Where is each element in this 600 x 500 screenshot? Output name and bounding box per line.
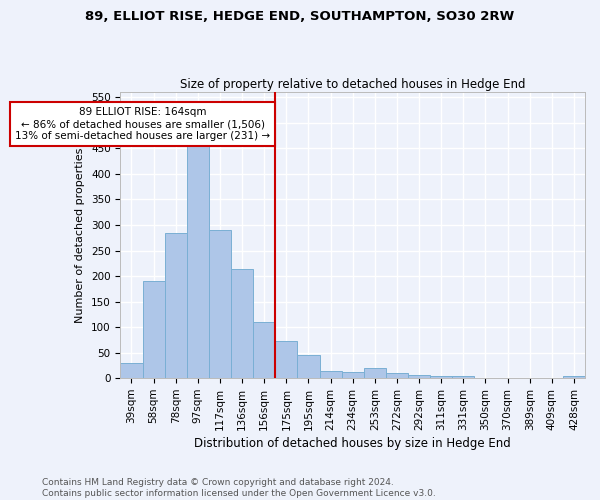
Bar xyxy=(364,368,386,378)
Bar xyxy=(386,373,408,378)
Bar xyxy=(187,143,209,378)
Bar xyxy=(298,354,320,378)
Title: Size of property relative to detached houses in Hedge End: Size of property relative to detached ho… xyxy=(180,78,526,91)
X-axis label: Distribution of detached houses by size in Hedge End: Distribution of detached houses by size … xyxy=(194,437,511,450)
Bar xyxy=(231,270,253,378)
Bar xyxy=(408,374,430,378)
Bar xyxy=(320,370,341,378)
Bar xyxy=(563,376,585,378)
Bar xyxy=(430,376,452,378)
Bar xyxy=(164,232,187,378)
Y-axis label: Number of detached properties: Number of detached properties xyxy=(76,148,85,323)
Text: 89, ELLIOT RISE, HEDGE END, SOUTHAMPTON, SO30 2RW: 89, ELLIOT RISE, HEDGE END, SOUTHAMPTON,… xyxy=(85,10,515,23)
Bar xyxy=(275,342,298,378)
Bar xyxy=(452,376,475,378)
Text: Contains HM Land Registry data © Crown copyright and database right 2024.
Contai: Contains HM Land Registry data © Crown c… xyxy=(42,478,436,498)
Text: 89 ELLIOT RISE: 164sqm
← 86% of detached houses are smaller (1,506)
13% of semi-: 89 ELLIOT RISE: 164sqm ← 86% of detached… xyxy=(15,108,270,140)
Bar xyxy=(143,281,164,378)
Bar xyxy=(253,322,275,378)
Bar xyxy=(341,372,364,378)
Bar xyxy=(209,230,231,378)
Bar xyxy=(121,363,143,378)
